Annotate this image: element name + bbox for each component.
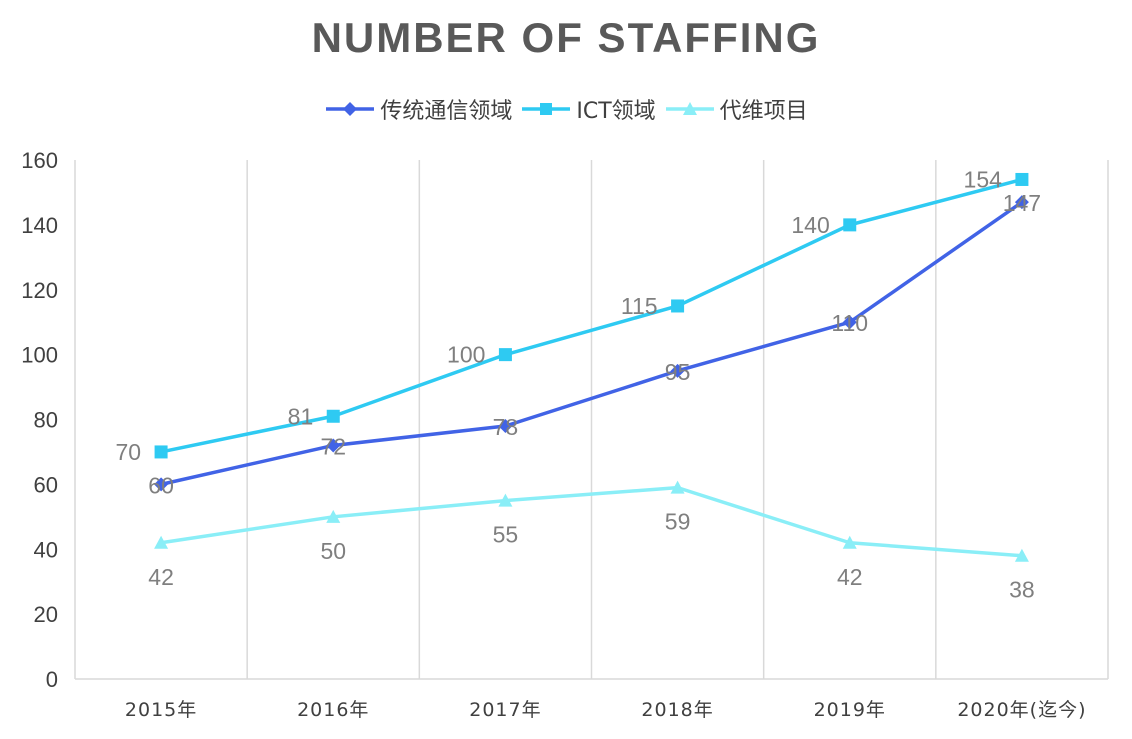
data-label: 55: [493, 522, 519, 548]
data-labels: 60 72 78 95 110 147 70 81 100 115 140 154 42 50 55 59 42…: [115, 166, 1041, 602]
legend-item-ict: ICT领域: [520, 93, 656, 125]
data-point-square: [154, 445, 168, 459]
data-point-diamond: [154, 477, 169, 492]
triangle-marker-icon: [665, 102, 714, 115]
legend: 传统通信领域 ICT领域 代维项目: [0, 92, 1132, 126]
data-point-diamond: [498, 418, 513, 433]
diamond-marker-icon: [326, 102, 375, 116]
data-label: 147: [1003, 190, 1041, 216]
y-tick-label: 60: [34, 472, 58, 497]
x-tick-label: 2016年: [297, 699, 369, 721]
data-point-diamond: [1014, 195, 1029, 210]
data-point-diamond: [842, 315, 857, 330]
data-point-triangle: [498, 493, 513, 507]
data-label: 115: [621, 293, 658, 319]
series-line-1: [160, 177, 1023, 454]
legend-label: 传统通信领域: [380, 99, 513, 124]
data-point-triangle: [670, 480, 685, 494]
legend-label: ICT领域: [576, 99, 656, 124]
x-tick-label: 2015年: [125, 699, 197, 721]
data-label: 42: [148, 564, 174, 590]
y-tick-label: 40: [34, 537, 58, 562]
data-label: 60: [148, 472, 174, 498]
data-label: 78: [493, 414, 519, 440]
legend-item-traditional: 传统通信领域: [324, 93, 512, 125]
data-label: 42: [837, 564, 863, 590]
data-label: 50: [320, 538, 346, 564]
y-tick-label: 0: [46, 667, 58, 692]
data-label: 95: [665, 359, 691, 385]
gridlines: [74, 160, 1109, 680]
data-label: 38: [1009, 577, 1035, 603]
data-label: 140: [791, 212, 829, 238]
legend-item-maintenance: 代维项目: [664, 93, 808, 125]
data-point-square: [1015, 172, 1029, 186]
data-label: 110: [831, 310, 868, 336]
legend-label: 代维项目: [719, 99, 808, 124]
y-tick-label: 120: [21, 278, 58, 303]
y-axis: 0 20 40 60 80 100 120 140 160: [21, 148, 58, 692]
data-label: 100: [447, 342, 485, 368]
chart-title: NUMBER OF STAFFING: [311, 14, 821, 61]
series-line-0: [160, 200, 1023, 487]
y-tick-label: 100: [21, 343, 58, 368]
data-label: 72: [320, 433, 346, 459]
data-label: 154: [964, 166, 1003, 192]
data-point-square: [843, 218, 857, 232]
data-point-square: [326, 409, 340, 423]
series-line-2: [160, 485, 1023, 558]
data-point-triangle: [154, 535, 169, 549]
data-point-diamond: [670, 363, 685, 378]
data-point-diamond: [326, 438, 341, 453]
data-label: 59: [665, 509, 691, 535]
data-point-square: [671, 299, 685, 313]
series-layer: [154, 172, 1029, 562]
y-tick-label: 140: [21, 213, 58, 238]
square-marker-icon: [522, 103, 571, 115]
data-label: 70: [115, 439, 141, 465]
data-point-triangle: [326, 509, 341, 523]
data-point-triangle: [842, 535, 857, 549]
x-tick-label: 2019年: [814, 699, 886, 721]
y-tick-label: 20: [34, 602, 58, 627]
data-point-triangle: [1014, 548, 1029, 562]
data-point-square: [498, 348, 512, 362]
x-tick-label: 2020年(迄今): [957, 699, 1086, 721]
y-tick-label: 160: [21, 148, 58, 173]
x-axis: 2015年 2016年 2017年 2018年 2019年 2020年(迄今): [125, 699, 1086, 721]
data-label: 81: [288, 403, 314, 429]
x-tick-label: 2017年: [469, 699, 541, 721]
y-tick-label: 80: [34, 408, 58, 433]
x-tick-label: 2018年: [641, 699, 713, 721]
